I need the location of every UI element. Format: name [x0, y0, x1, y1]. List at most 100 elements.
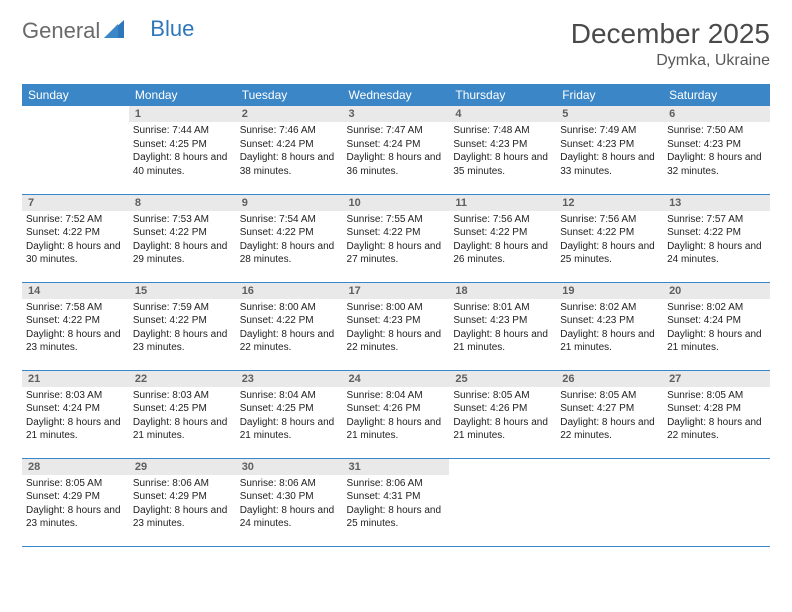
day-details: Sunrise: 8:05 AMSunset: 4:28 PMDaylight:…: [663, 387, 770, 447]
day-details: Sunrise: 8:00 AMSunset: 4:23 PMDaylight:…: [343, 299, 450, 359]
calendar-day: 3Sunrise: 7:47 AMSunset: 4:24 PMDaylight…: [343, 106, 450, 194]
calendar-day: 18Sunrise: 8:01 AMSunset: 4:23 PMDayligh…: [449, 282, 556, 370]
sunset-text: Sunset: 4:23 PM: [347, 314, 446, 328]
day-details: Sunrise: 7:54 AMSunset: 4:22 PMDaylight:…: [236, 211, 343, 271]
day-details: Sunrise: 8:03 AMSunset: 4:24 PMDaylight:…: [22, 387, 129, 447]
sunset-text: Sunset: 4:22 PM: [667, 226, 766, 240]
day-number: 26: [556, 371, 663, 387]
calendar-day: 20Sunrise: 8:02 AMSunset: 4:24 PMDayligh…: [663, 282, 770, 370]
day-details: Sunrise: 8:02 AMSunset: 4:24 PMDaylight:…: [663, 299, 770, 359]
day-details: Sunrise: 7:47 AMSunset: 4:24 PMDaylight:…: [343, 122, 450, 182]
calendar-week: 14Sunrise: 7:58 AMSunset: 4:22 PMDayligh…: [22, 282, 770, 370]
sunrise-text: Sunrise: 8:02 AM: [560, 301, 659, 315]
sunset-text: Sunset: 4:26 PM: [347, 402, 446, 416]
daylight-text: Daylight: 8 hours and 40 minutes.: [133, 151, 232, 178]
sunset-text: Sunset: 4:22 PM: [133, 226, 232, 240]
day-number: 21: [22, 371, 129, 387]
daylight-text: Daylight: 8 hours and 23 minutes.: [133, 504, 232, 531]
sunset-text: Sunset: 4:29 PM: [133, 490, 232, 504]
day-number: 6: [663, 106, 770, 122]
day-details: Sunrise: 8:05 AMSunset: 4:27 PMDaylight:…: [556, 387, 663, 447]
sunrise-text: Sunrise: 8:04 AM: [347, 389, 446, 403]
daylight-text: Daylight: 8 hours and 32 minutes.: [667, 151, 766, 178]
sunset-text: Sunset: 4:24 PM: [667, 314, 766, 328]
day-details: Sunrise: 8:05 AMSunset: 4:26 PMDaylight:…: [449, 387, 556, 447]
calendar-day: 9Sunrise: 7:54 AMSunset: 4:22 PMDaylight…: [236, 194, 343, 282]
logo-text-blue: Blue: [150, 16, 194, 42]
day-number: 22: [129, 371, 236, 387]
calendar-day: 4Sunrise: 7:48 AMSunset: 4:23 PMDaylight…: [449, 106, 556, 194]
calendar-day: 24 Sunrise: 8:04 AMSunset: 4:26 PMDayligh…: [343, 370, 450, 458]
sunrise-text: Sunrise: 7:50 AM: [667, 124, 766, 138]
daylight-text: Daylight: 8 hours and 21 minutes.: [453, 416, 552, 443]
dow-wednesday: Wednesday: [343, 84, 450, 106]
calendar-week: 21Sunrise: 8:03 AMSunset: 4:24 PMDayligh…: [22, 370, 770, 458]
day-number: 31: [343, 459, 450, 475]
sunrise-text: Sunrise: 7:48 AM: [453, 124, 552, 138]
sunrise-text: Sunrise: 7:57 AM: [667, 213, 766, 227]
sunrise-text: Sunrise: 7:52 AM: [26, 213, 125, 227]
day-number: 13: [663, 195, 770, 211]
day-details: Sunrise: 7:50 AMSunset: 4:23 PMDaylight:…: [663, 122, 770, 182]
day-number: 5: [556, 106, 663, 122]
calendar-day: 25Sunrise: 8:05 AMSunset: 4:26 PMDayligh…: [449, 370, 556, 458]
day-details: Sunrise: 7:55 AMSunset: 4:22 PMDaylight:…: [343, 211, 450, 271]
calendar-day: 12Sunrise: 7:56 AMSunset: 4:22 PMDayligh…: [556, 194, 663, 282]
sunrise-text: Sunrise: 8:05 AM: [560, 389, 659, 403]
calendar-day: 28Sunrise: 8:05 AMSunset: 4:29 PMDayligh…: [22, 458, 129, 546]
daylight-text: Daylight: 8 hours and 24 minutes.: [667, 240, 766, 267]
daylight-text: Daylight: 8 hours and 21 minutes.: [240, 416, 339, 443]
day-number: 1: [129, 106, 236, 122]
sunrise-text: Sunrise: 7:55 AM: [347, 213, 446, 227]
month-title: December 2025: [571, 18, 770, 50]
day-number: 4: [449, 106, 556, 122]
calendar-week: 28Sunrise: 8:05 AMSunset: 4:29 PMDayligh…: [22, 458, 770, 546]
calendar-day: 26Sunrise: 8:05 AMSunset: 4:27 PMDayligh…: [556, 370, 663, 458]
sunrise-text: Sunrise: 8:06 AM: [133, 477, 232, 491]
daylight-text: Daylight: 8 hours and 21 minutes.: [347, 416, 446, 443]
sunrise-text: Sunrise: 8:06 AM: [347, 477, 446, 491]
sunrise-text: Sunrise: 7:56 AM: [453, 213, 552, 227]
day-details: Sunrise: 7:46 AMSunset: 4:24 PMDaylight:…: [236, 122, 343, 182]
sunset-text: Sunset: 4:23 PM: [453, 138, 552, 152]
day-details: Sunrise: 8:05 AMSunset: 4:29 PMDaylight:…: [22, 475, 129, 535]
calendar-day: 23Sunrise: 8:04 AMSunset: 4:25 PMDayligh…: [236, 370, 343, 458]
location-label: Dymka, Ukraine: [571, 52, 770, 70]
sunset-text: Sunset: 4:22 PM: [453, 226, 552, 240]
day-number: 24: [343, 371, 450, 387]
sunset-text: Sunset: 4:22 PM: [240, 226, 339, 240]
calendar-day: 6Sunrise: 7:50 AMSunset: 4:23 PMDaylight…: [663, 106, 770, 194]
sunset-text: Sunset: 4:22 PM: [26, 314, 125, 328]
daylight-text: Daylight: 8 hours and 21 minutes.: [133, 416, 232, 443]
calendar-day: 21Sunrise: 8:03 AMSunset: 4:24 PMDayligh…: [22, 370, 129, 458]
day-number: 3: [343, 106, 450, 122]
calendar-day: 15Sunrise: 7:59 AMSunset: 4:22 PMDayligh…: [129, 282, 236, 370]
day-details: Sunrise: 7:56 AMSunset: 4:22 PMDaylight:…: [556, 211, 663, 271]
daylight-text: Daylight: 8 hours and 26 minutes.: [453, 240, 552, 267]
sunset-text: Sunset: 4:27 PM: [560, 402, 659, 416]
logo-sail-icon: [104, 18, 124, 44]
sunset-text: Sunset: 4:31 PM: [347, 490, 446, 504]
sunset-text: Sunset: 4:25 PM: [240, 402, 339, 416]
calendar-day: 27Sunrise: 8:05 AMSunset: 4:28 PMDayligh…: [663, 370, 770, 458]
day-details: Sunrise: 7:52 AMSunset: 4:22 PMDaylight:…: [22, 211, 129, 271]
sunset-text: Sunset: 4:22 PM: [240, 314, 339, 328]
day-number: 2: [236, 106, 343, 122]
sunset-text: Sunset: 4:24 PM: [347, 138, 446, 152]
sunset-text: Sunset: 4:29 PM: [26, 490, 125, 504]
calendar-day: 2Sunrise: 7:46 AMSunset: 4:24 PMDaylight…: [236, 106, 343, 194]
day-number: 27: [663, 371, 770, 387]
day-details: Sunrise: 8:00 AMSunset: 4:22 PMDaylight:…: [236, 299, 343, 359]
day-details: Sunrise: 8:06 AMSunset: 4:29 PMDaylight:…: [129, 475, 236, 535]
daylight-text: Daylight: 8 hours and 38 minutes.: [240, 151, 339, 178]
calendar-day: 17Sunrise: 8:00 AMSunset: 4:23 PMDayligh…: [343, 282, 450, 370]
logo: General Blue: [22, 18, 194, 44]
day-number: 14: [22, 283, 129, 299]
calendar-day: 8Sunrise: 7:53 AMSunset: 4:22 PMDaylight…: [129, 194, 236, 282]
sunrise-text: Sunrise: 7:56 AM: [560, 213, 659, 227]
calendar-day: 7Sunrise: 7:52 AMSunset: 4:22 PMDaylight…: [22, 194, 129, 282]
daylight-text: Daylight: 8 hours and 23 minutes.: [133, 328, 232, 355]
sunrise-text: Sunrise: 7:44 AM: [133, 124, 232, 138]
daylight-text: Daylight: 8 hours and 33 minutes.: [560, 151, 659, 178]
daylight-text: Daylight: 8 hours and 22 minutes.: [667, 416, 766, 443]
